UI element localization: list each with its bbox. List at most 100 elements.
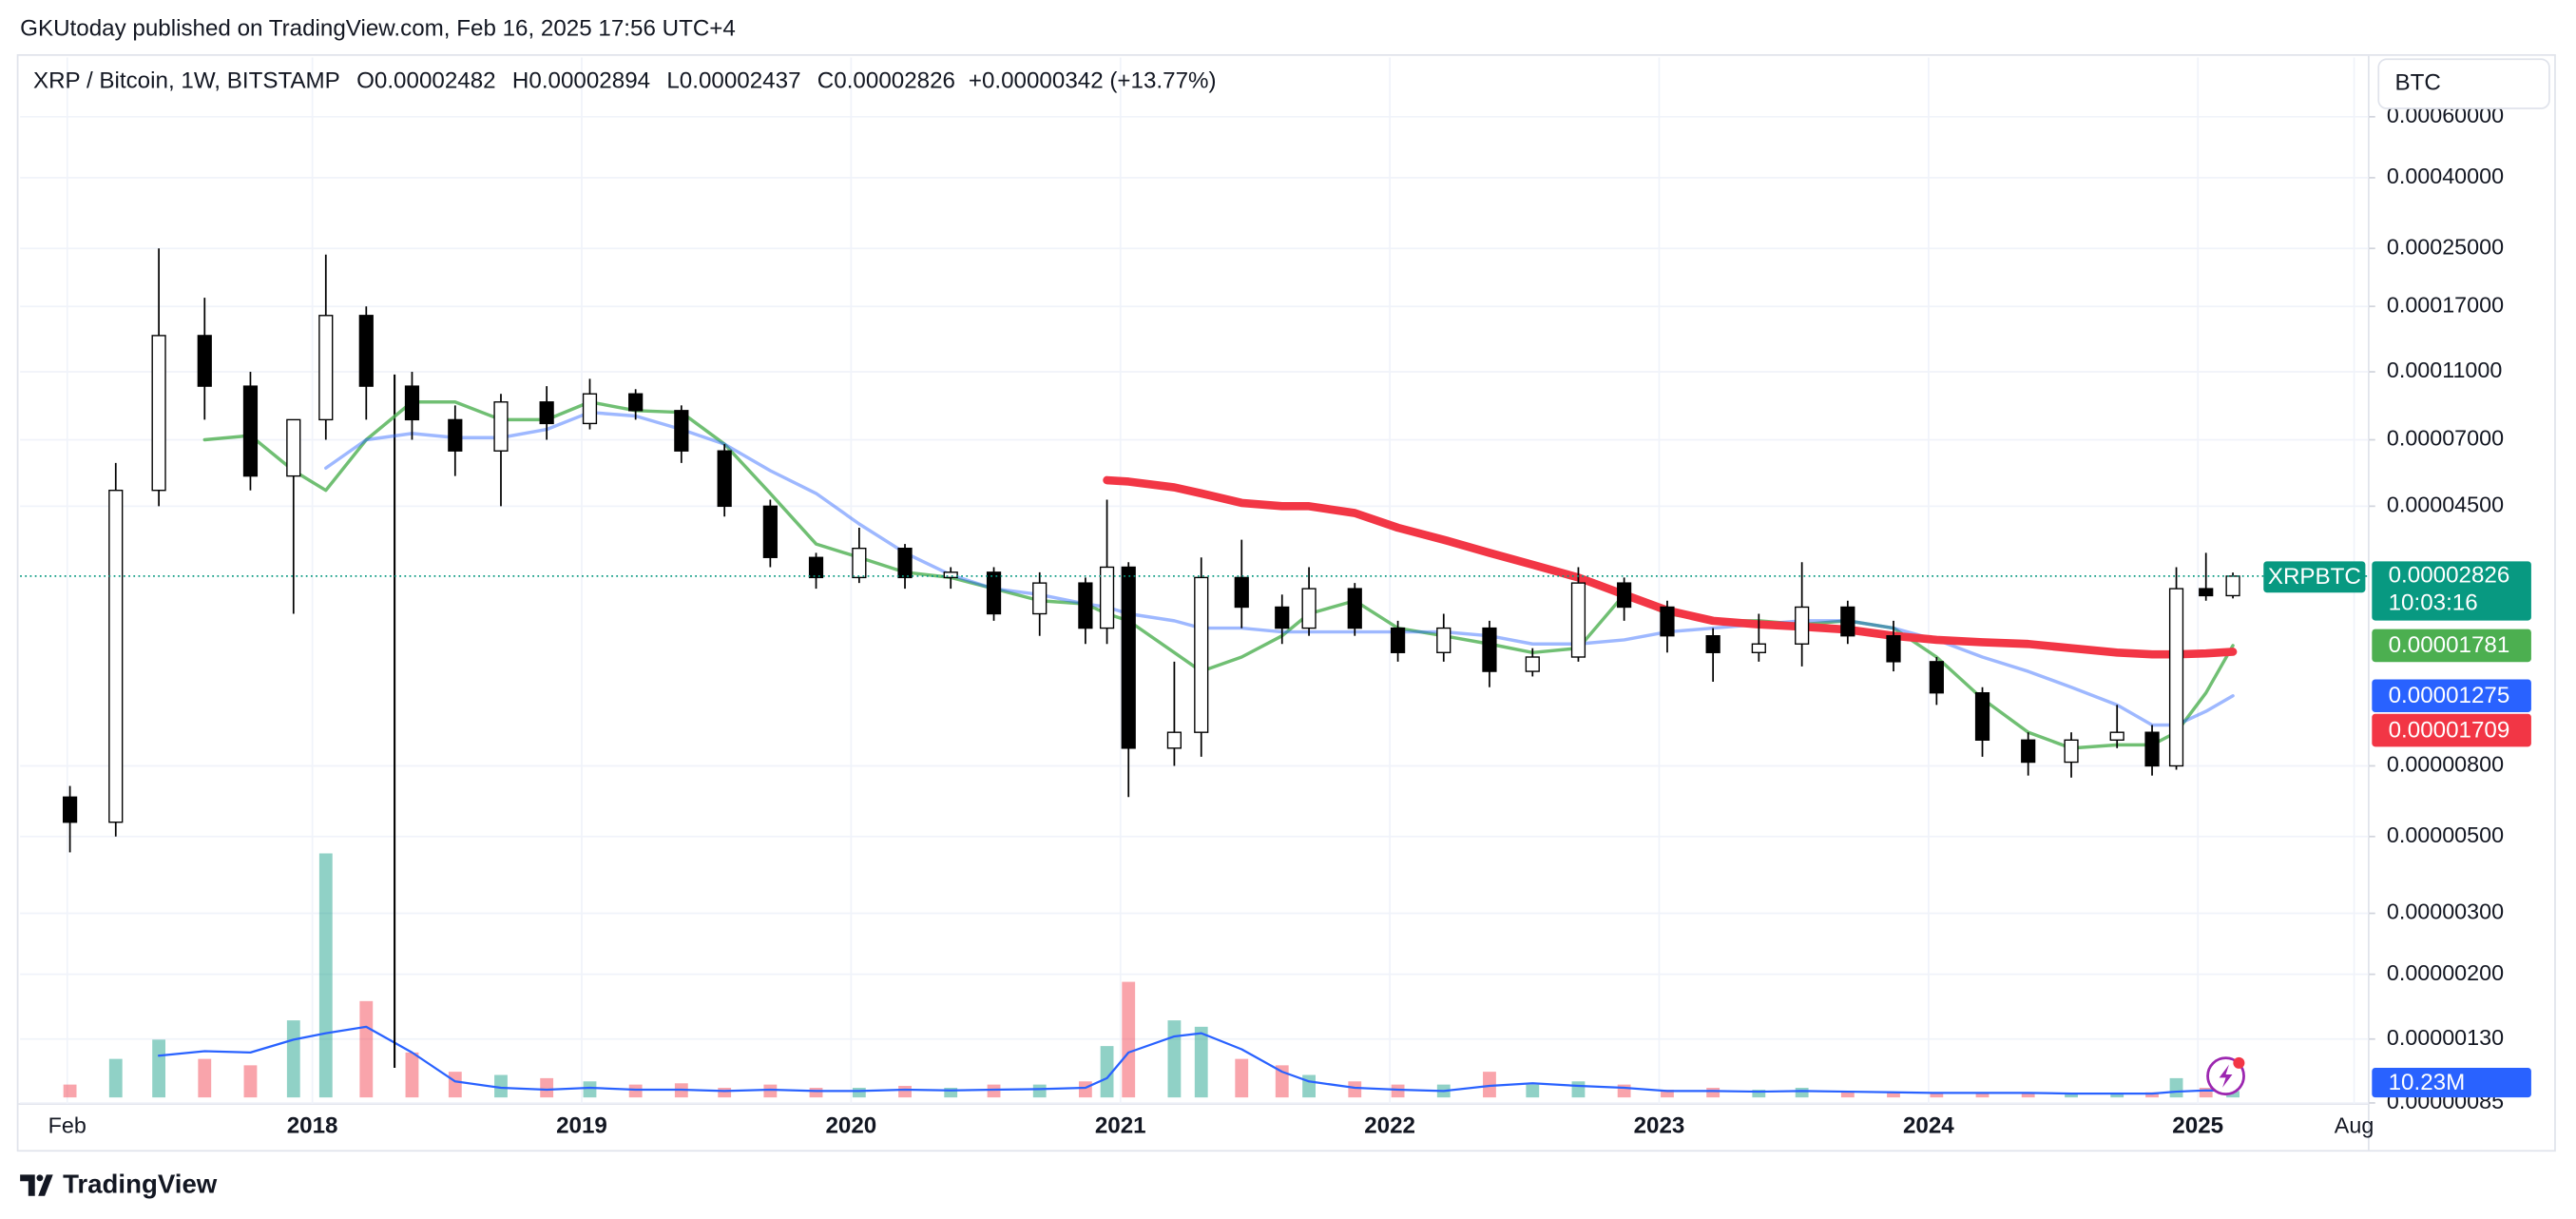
candle-body [1166,731,1182,749]
volume-bar [448,1072,462,1098]
alert-icon-bolt[interactable] [2219,1064,2233,1088]
ma-price-tag-label: 0.00001781 [2389,632,2510,658]
legend-field-letter: O [356,68,375,94]
volume-bar [108,1058,123,1098]
candle-body [1617,582,1632,609]
candle-body [1795,606,1810,645]
alert-icon-dot[interactable] [2233,1056,2245,1069]
volume-bar [1122,981,1136,1098]
x-tick-label: 2019 [556,1113,607,1139]
volume-bar [809,1088,823,1098]
volume-bar [63,1084,77,1098]
volume-bar [405,1052,419,1098]
volume-tag-label: 10.23M [2389,1070,2466,1095]
volume-bar [540,1077,554,1098]
y-tick-label: 0.00004500 [2387,493,2504,517]
candle-body [808,556,824,579]
candle-body [1121,566,1136,749]
candle-body [539,401,554,425]
volume-bar [2226,1091,2240,1098]
symbol-tag [2263,561,2366,593]
candle-body [2144,731,2160,767]
volume-bar [1706,1088,1721,1098]
volume-bar [1661,1090,1674,1098]
currency-button[interactable] [2377,58,2550,109]
candle-body [852,547,867,579]
candle-body [1099,566,1115,629]
candle-body [1886,635,1901,663]
legend-field-value: 0.00002894 [529,68,650,94]
candle-body [1929,661,1944,694]
candle-body [1078,582,1093,629]
x-tick-label: 2020 [825,1113,876,1139]
volume-bar [1302,1074,1317,1098]
volume-bar [1348,1081,1362,1098]
x-tick-label: 2024 [1903,1113,1954,1139]
y-tick-label: 0.00000800 [2387,752,2504,777]
candle-body [151,335,166,492]
legend-field-value: 0.00002482 [375,68,496,94]
candle-body [1275,606,1290,629]
y-tick-label: 0.00000200 [2387,960,2504,985]
volume-bar [1483,1072,1496,1098]
brand-logo [20,1174,53,1196]
currency-label[interactable]: BTC [2395,70,2441,96]
volume-bar [286,1020,300,1098]
volume-bar [494,1074,508,1098]
candle-body [2021,739,2036,764]
y-tick-label: 0.00000300 [2387,900,2504,924]
volume-bar [898,1085,912,1098]
brand-mark [20,1174,53,1196]
candle-body [1974,692,1990,741]
y-tick-label: 0.00000130 [2387,1025,2504,1050]
candle-body [1660,606,1675,637]
volume-bar [1391,1084,1405,1098]
candle-body [897,547,913,579]
candle-body [1234,576,1249,609]
legend-field-value: 0.00002437 [680,68,801,94]
price-tag [2372,561,2531,621]
candle-body [582,393,598,425]
legend-field-value: 0.00002826 [834,68,955,94]
legend-symbol: XRP / Bitcoin, 1W, BITSTAMP [33,68,340,94]
volume-bar [628,1084,643,1098]
candle-body [493,401,509,452]
alert-icon[interactable] [2206,1056,2245,1096]
volume-bar [198,1058,212,1098]
candle-body [717,450,732,508]
candle-body [108,490,124,823]
candle-body [1751,643,1766,653]
volume-bar [2021,1093,2035,1098]
volume-bar [718,1088,732,1098]
y-tick-label: 0.00007000 [2387,426,2504,451]
volume-bar [2065,1093,2078,1098]
ma-price-tag-label: 0.00001709 [2389,717,2510,743]
candle-body [1301,588,1317,629]
ma-price-tag-label: 0.00001275 [2389,683,2510,708]
volume-bar [1526,1084,1540,1098]
x-tick-label: Feb [48,1113,87,1137]
y-tick-label: 0.00025000 [2387,234,2504,259]
volume-bar [1167,1020,1182,1098]
ma-price-tag [2372,629,2531,663]
candle-body [448,418,463,452]
candle-body [358,315,374,387]
candle-body [2225,575,2240,597]
brand-name: TradingView [63,1170,218,1199]
volume-bar [852,1088,866,1098]
volume-bar [1078,1081,1092,1098]
candle-body [1482,627,1497,672]
candle-body [197,335,212,387]
brand-mark-dot [36,1174,44,1182]
price-tag-label: 0.00002826 [2389,562,2510,588]
candle-body [1705,635,1721,653]
volume-bar [359,1000,374,1098]
ma-price-tag [2372,679,2531,713]
x-tick-label: 2021 [1095,1113,1146,1139]
volume-bar [1571,1081,1586,1098]
candle-body [1391,627,1406,653]
candle-body [628,393,644,412]
candle-body [2109,731,2124,741]
